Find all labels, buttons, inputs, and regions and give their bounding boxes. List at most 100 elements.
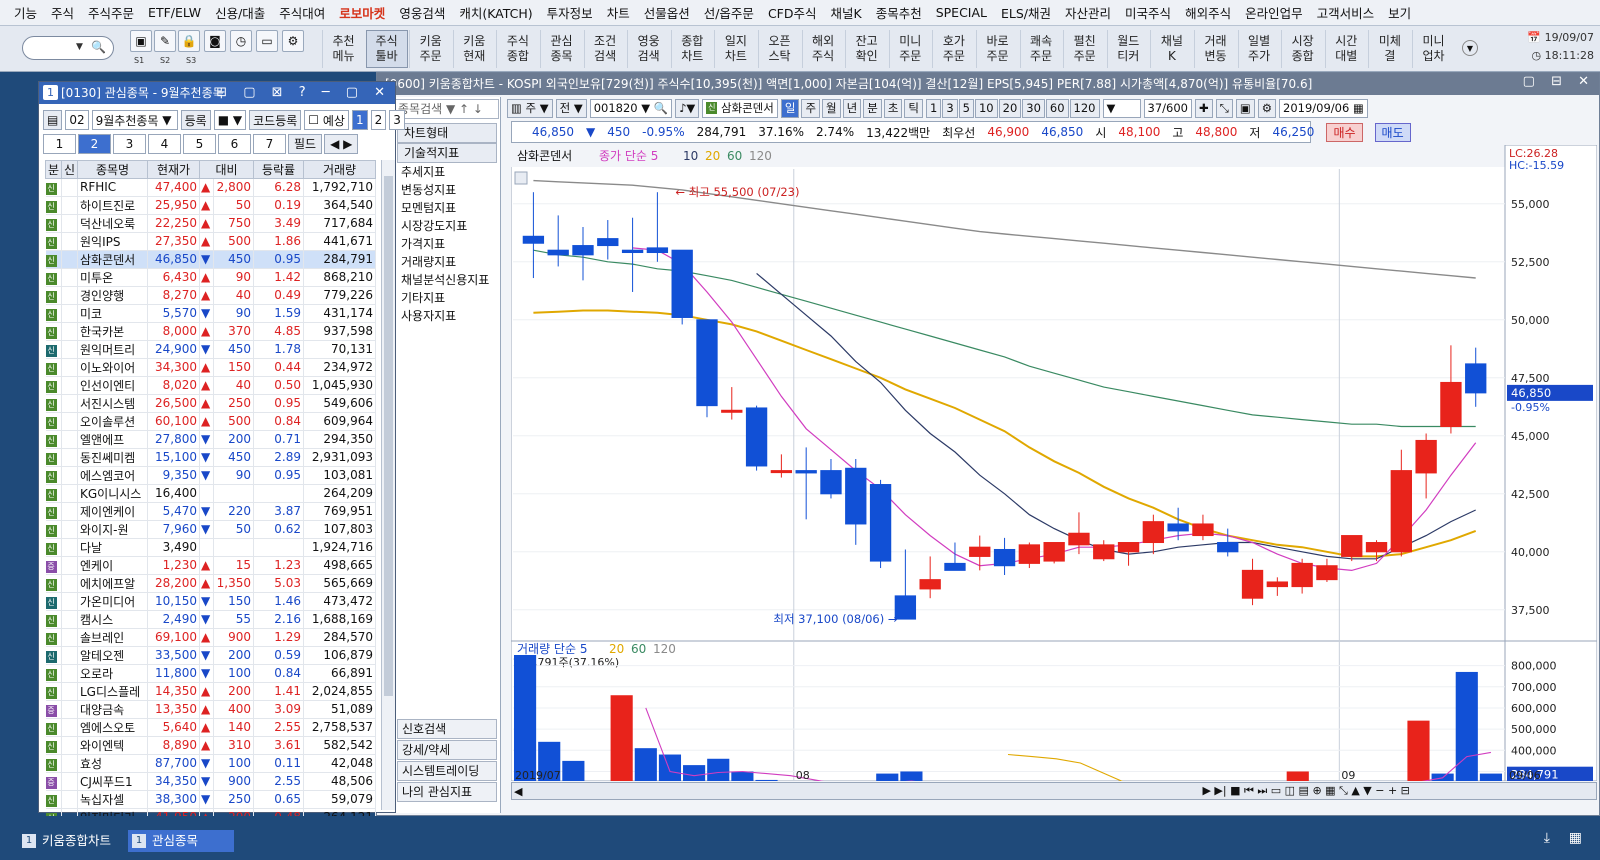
watchlist-tab[interactable]: 2 bbox=[78, 134, 111, 154]
toolbar-button[interactable]: 영웅 검색 bbox=[627, 30, 669, 68]
menu-item[interactable]: 해외주식 bbox=[1185, 6, 1232, 21]
strength-button[interactable]: 강세/약세 bbox=[397, 740, 497, 760]
watchlist-row[interactable]: 신 캠시스 2,490 ▼ 55 2.16 1,688,169 bbox=[45, 610, 376, 629]
menu-item[interactable]: 차트 bbox=[606, 6, 630, 21]
my-indicator-button[interactable]: 나의 관심지표 bbox=[397, 782, 497, 802]
watchlist-row[interactable]: 신 효성 87,700 ▼ 100 0.11 42,048 bbox=[45, 754, 376, 773]
indicator-category[interactable]: 거래량지표 bbox=[401, 255, 457, 269]
indicator-category[interactable]: 모멘텀지표 bbox=[401, 201, 457, 215]
search-icon[interactable]: 🔍 bbox=[91, 40, 106, 54]
page-2[interactable]: 2 bbox=[370, 110, 387, 130]
column-header[interactable]: 대비 bbox=[199, 160, 254, 179]
sell-button[interactable]: 매도 bbox=[1374, 122, 1411, 142]
menu-item[interactable]: ELS/채권 bbox=[1001, 6, 1052, 21]
menu-item[interactable]: 종목추천 bbox=[875, 6, 922, 21]
menu-item[interactable]: 로보마켓 bbox=[339, 6, 386, 21]
column-header[interactable]: 신 bbox=[61, 160, 78, 179]
count-input[interactable]: 37/600 bbox=[1143, 98, 1192, 118]
scroll-thumb[interactable] bbox=[384, 176, 393, 696]
watchlist-tab[interactable]: 1 bbox=[43, 134, 76, 154]
watchlist-row[interactable]: 신 덕산네오룩 22,250 ▲ 750 3.49 717,684 bbox=[45, 214, 376, 233]
toolbar-button[interactable]: 미니 업차 bbox=[1412, 30, 1454, 68]
column-header[interactable]: 거래량 bbox=[303, 160, 376, 179]
toolbar-button[interactable]: 시장 종합 bbox=[1281, 30, 1323, 68]
menu-item[interactable]: 투자정보 bbox=[546, 6, 593, 21]
scroll-controls[interactable]: ▶ ▶| ■ ⏮ ⏭ ▭ ◫ ▤ ⊕ ▦ ⤡ ▲ ▼ − + ⊟ bbox=[1202, 784, 1410, 797]
tab-technical-indicators[interactable]: 기술적지표 bbox=[397, 143, 497, 163]
watchlist-row[interactable]: 증 CJ씨푸드1 34,350 ▼ 900 2.55 48,506 bbox=[45, 772, 376, 791]
camera-icon[interactable]: ◙ bbox=[204, 30, 226, 52]
watchlist-row[interactable]: 신 와이엔텍 8,890 ▲ 310 3.61 582,542 bbox=[45, 736, 376, 755]
interval-button[interactable]: 1 bbox=[926, 98, 942, 118]
indicator-category[interactable]: 기타지표 bbox=[401, 291, 446, 305]
period-button[interactable]: 틱 bbox=[904, 98, 923, 118]
watchlist-tab[interactable]: 4 bbox=[148, 134, 181, 154]
menu-item[interactable]: ETF/ELW bbox=[148, 5, 202, 20]
menu-item[interactable]: 보기 bbox=[1388, 6, 1412, 21]
watchlist-row[interactable]: 신 삼화콘덴서 46,850 ▼ 450 0.95 284,791 bbox=[45, 250, 376, 269]
menu-item[interactable]: 주식주문 bbox=[88, 6, 135, 21]
indicator-category[interactable]: 변동성지표 bbox=[401, 183, 457, 197]
watchlist-tab[interactable]: 3 bbox=[113, 134, 146, 154]
toolbar-button[interactable]: 오픈 스탁 bbox=[758, 30, 800, 68]
column-header[interactable]: 종목명 bbox=[77, 160, 148, 179]
scroll-left-icon[interactable]: ◀ bbox=[514, 784, 523, 798]
tab-nav-icon[interactable]: ◀ ▶ bbox=[324, 134, 359, 154]
toolbar-button[interactable]: 조건 검색 bbox=[583, 30, 626, 68]
view-select[interactable]: ■ ▼ bbox=[213, 110, 247, 130]
period-button[interactable]: 주 bbox=[801, 98, 821, 118]
period-button[interactable]: 년 bbox=[842, 98, 862, 118]
settings-icon[interactable]: ⚙ bbox=[1257, 98, 1276, 118]
save-chart-icon[interactable]: ▣ bbox=[1235, 98, 1255, 118]
indicator-category[interactable]: 추세지표 bbox=[401, 165, 446, 179]
window-controls[interactable]: ⊟ ▢ ⊠ ? ─ ▢ ✕ bbox=[216, 85, 391, 100]
watchlist-row[interactable]: 신 녹십자셀 38,300 ▼ 250 0.65 59,079 bbox=[45, 790, 376, 809]
toolbar-button[interactable]: 일별 주가 bbox=[1237, 30, 1280, 68]
menu-item[interactable]: 캐치(KATCH) bbox=[459, 6, 533, 21]
menu-item[interactable]: SPECIAL bbox=[935, 5, 988, 20]
watchlist-tab[interactable]: 7 bbox=[253, 134, 286, 154]
toolbar-expand-icon[interactable]: ▼ bbox=[1462, 40, 1478, 56]
toolbar-button[interactable]: 해외 주식 bbox=[801, 30, 844, 68]
toolbar-button[interactable]: 미체 결 bbox=[1368, 30, 1410, 68]
indicator-category[interactable]: 사용자지표 bbox=[401, 309, 457, 323]
menu-item[interactable]: 선물옵션 bbox=[643, 6, 690, 21]
indicator-search[interactable]: 종목검색 ▼ ↑ ↓ bbox=[395, 99, 499, 119]
interval-button[interactable]: 10 bbox=[974, 98, 998, 118]
menu-item[interactable]: 주식 bbox=[51, 6, 75, 21]
interval-button[interactable]: 60 bbox=[1045, 98, 1069, 118]
watchlist-row[interactable]: 신 인선이엔티 8,020 ▲ 40 0.50 1,045,930 bbox=[45, 376, 376, 395]
period-select[interactable]: ▼ bbox=[1102, 98, 1141, 118]
forecast-checkbox[interactable]: ☐ 예상 bbox=[304, 110, 349, 130]
interval-button[interactable]: 3 bbox=[942, 98, 958, 118]
menu-item[interactable]: 고객서비스 bbox=[1316, 6, 1375, 21]
menu-item[interactable]: 자산관리 bbox=[1065, 6, 1112, 21]
watchlist-row[interactable]: 신 서진시스템 26,500 ▲ 250 0.95 549,606 bbox=[45, 394, 376, 413]
toolbar-button[interactable]: 종합 차트 bbox=[670, 30, 713, 68]
field-button[interactable]: 필드 bbox=[288, 134, 323, 154]
watchlist-row[interactable]: 증 대양금속 13,350 ▲ 400 3.09 51,089 bbox=[45, 700, 376, 719]
chart-menu-button[interactable]: ▥ 주 ▼ bbox=[507, 98, 553, 118]
clock-icon[interactable]: ◷ bbox=[230, 30, 252, 52]
column-header[interactable]: 현재가 bbox=[147, 160, 200, 179]
period-button[interactable]: 일 bbox=[780, 98, 800, 118]
watchlist-row[interactable]: 신 미코 5,570 ▼ 90 1.59 431,174 bbox=[45, 304, 376, 323]
menu-item[interactable]: CFD주식 bbox=[767, 6, 817, 21]
system-trading-button[interactable]: 시스템트레이딩 bbox=[397, 761, 497, 781]
menu-item[interactable]: 선/옵주문 bbox=[703, 6, 754, 21]
toolbar-button[interactable]: 키움 주문 bbox=[409, 30, 451, 68]
watchlist-row[interactable]: 신 LG디스플레 14,350 ▲ 200 1.41 2,024,855 bbox=[45, 682, 376, 701]
watchlist-row[interactable]: 신 엠에스오토 5,640 ▲ 140 2.55 2,758,537 bbox=[45, 718, 376, 737]
tab-chart-type[interactable]: 차트형태 bbox=[397, 123, 497, 143]
watchlist-row[interactable]: 신 오로라 11,800 ▼ 100 0.84 66,891 bbox=[45, 664, 376, 683]
watchlist-row[interactable]: 신 엘앤에프 27,800 ▼ 200 0.71 294,350 bbox=[45, 430, 376, 449]
period-button[interactable]: 월 bbox=[822, 98, 841, 118]
group-number[interactable]: 02 bbox=[65, 110, 89, 130]
toolbar-button[interactable]: 주식 툴바 bbox=[365, 30, 408, 68]
watchlist-row[interactable]: 신 경인양행 8,270 ▲ 40 0.49 779,226 bbox=[45, 286, 376, 305]
watchlist-row[interactable]: 신 와이지-원 7,960 ▼ 50 0.62 107,803 bbox=[45, 520, 376, 539]
toolbar-button[interactable]: 추천 메뉴 bbox=[322, 30, 364, 68]
code-register-button[interactable]: 코드등록 bbox=[249, 110, 302, 130]
period-button[interactable]: 초 bbox=[883, 98, 903, 118]
watchlist-row[interactable]: 신 원익머트리 24,900 ▼ 450 1.78 70,131 bbox=[45, 340, 376, 359]
